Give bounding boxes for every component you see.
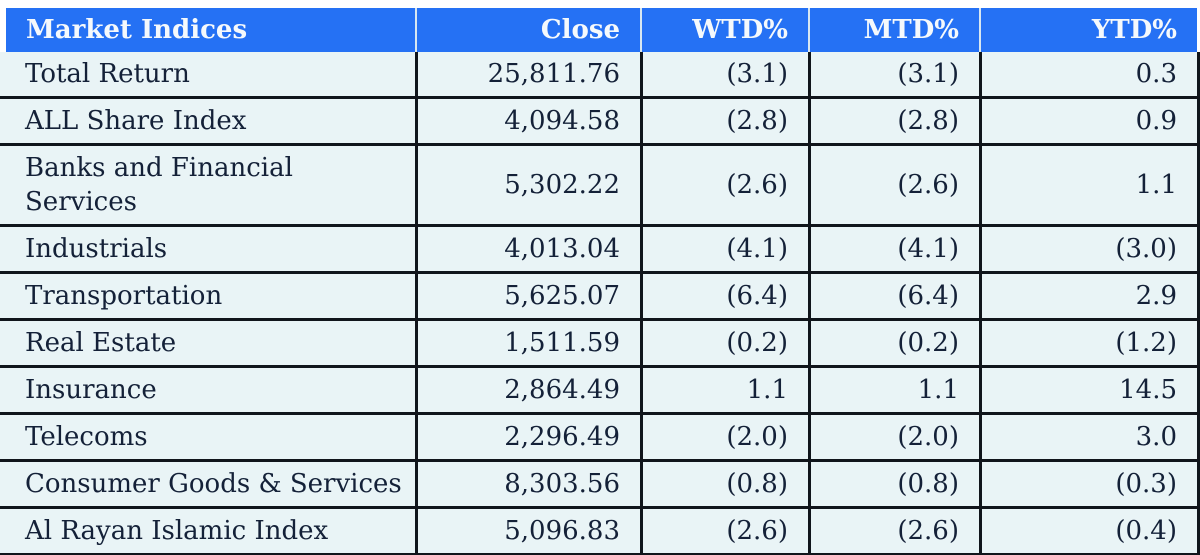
cell-wtd: (0.2) [640,321,808,365]
cell-mtd: (6.4) [808,274,979,318]
cell-wtd: (0.8) [640,462,808,506]
header-mtd: MTD% [808,8,979,52]
cell-mtd: (0.8) [808,462,979,506]
cell-wtd: (2.6) [640,146,808,224]
cell-mtd: (0.2) [808,321,979,365]
table-row: ALL Share Index 4,094.58 (2.8) (2.8) 0.9 [0,99,1197,146]
cell-index-name: Transportation [25,281,223,311]
table-row: Al Rayan Islamic Index 5,096.83 (2.6) (2.6)… [0,509,1197,555]
cell-wtd: (6.4) [640,274,808,318]
cell-wtd: (2.0) [640,415,808,459]
cell-close: 25,811.76 [415,52,640,96]
cell-ytd: (0.3) [979,462,1197,506]
cell-index-name: Consumer Goods & Services [25,469,402,499]
table-row: Industrials 4,013.04 (4.1) (4.1) (3.0) [0,227,1197,274]
cell-close: 5,302.22 [415,146,640,224]
cell-wtd: (3.1) [640,52,808,96]
cell-wtd: (2.6) [640,509,808,553]
cell-index-name: ALL Share Index [25,106,247,136]
cell-mtd: (2.0) [808,415,979,459]
cell-close: 5,096.83 [415,509,640,553]
table-row: Real Estate 1,511.59 (0.2) (0.2) (1.2) [0,321,1197,368]
header-ytd: YTD% [979,8,1197,52]
cell-mtd: (2.6) [808,146,979,224]
header-close: Close [415,8,640,52]
cell-index-name: Banks and Financial Services [25,153,293,217]
cell-ytd: 1.1 [979,146,1197,224]
header-market-indices: Market Indices [26,15,248,45]
cell-index-name: Industrials [25,234,168,264]
table-row: Insurance 2,864.49 1.1 1.1 14.5 [0,368,1197,415]
cell-wtd: (2.8) [640,99,808,143]
cell-index-name: Total Return [25,59,190,89]
cell-index-name: Al Rayan Islamic Index [25,516,329,546]
table-header-row: Market Indices Close WTD% MTD% YTD% [6,8,1197,52]
cell-close: 4,094.58 [415,99,640,143]
cell-ytd: 2.9 [979,274,1197,318]
cell-ytd: (0.4) [979,509,1197,553]
cell-mtd: (2.8) [808,99,979,143]
cell-close: 8,303.56 [415,462,640,506]
cell-ytd: 3.0 [979,415,1197,459]
cell-ytd: 0.9 [979,99,1197,143]
cell-mtd: (2.6) [808,509,979,553]
cell-close: 2,864.49 [415,368,640,412]
cell-index-name: Telecoms [25,422,148,452]
cell-close: 2,296.49 [415,415,640,459]
table-row: Telecoms 2,296.49 (2.0) (2.0) 3.0 [0,415,1197,462]
cell-close: 1,511.59 [415,321,640,365]
cell-close: 4,013.04 [415,227,640,271]
cell-ytd: (3.0) [979,227,1197,271]
cell-mtd: 1.1 [808,368,979,412]
table-row: Banks and Financial Services 5,302.22 (2.6… [0,146,1197,227]
table-row: Total Return 25,811.76 (3.1) (3.1) 0.3 [0,52,1197,99]
cell-ytd: 0.3 [979,52,1197,96]
cell-ytd: (1.2) [979,321,1197,365]
header-wtd: WTD% [640,8,808,52]
cell-index-name: Insurance [25,375,157,405]
table-body: Total Return 25,811.76 (3.1) (3.1) 0.3 ALL Sh… [0,52,1200,555]
cell-wtd: 1.1 [640,368,808,412]
table-row: Transportation 5,625.07 (6.4) (6.4) 2.9 [0,274,1197,321]
cell-index-name: Real Estate [25,328,177,358]
cell-ytd: 14.5 [979,368,1197,412]
cell-mtd: (3.1) [808,52,979,96]
cell-wtd: (4.1) [640,227,808,271]
cell-mtd: (4.1) [808,227,979,271]
cell-close: 5,625.07 [415,274,640,318]
table-row: Consumer Goods & Services 8,303.56 (0.8) (0… [0,462,1197,509]
